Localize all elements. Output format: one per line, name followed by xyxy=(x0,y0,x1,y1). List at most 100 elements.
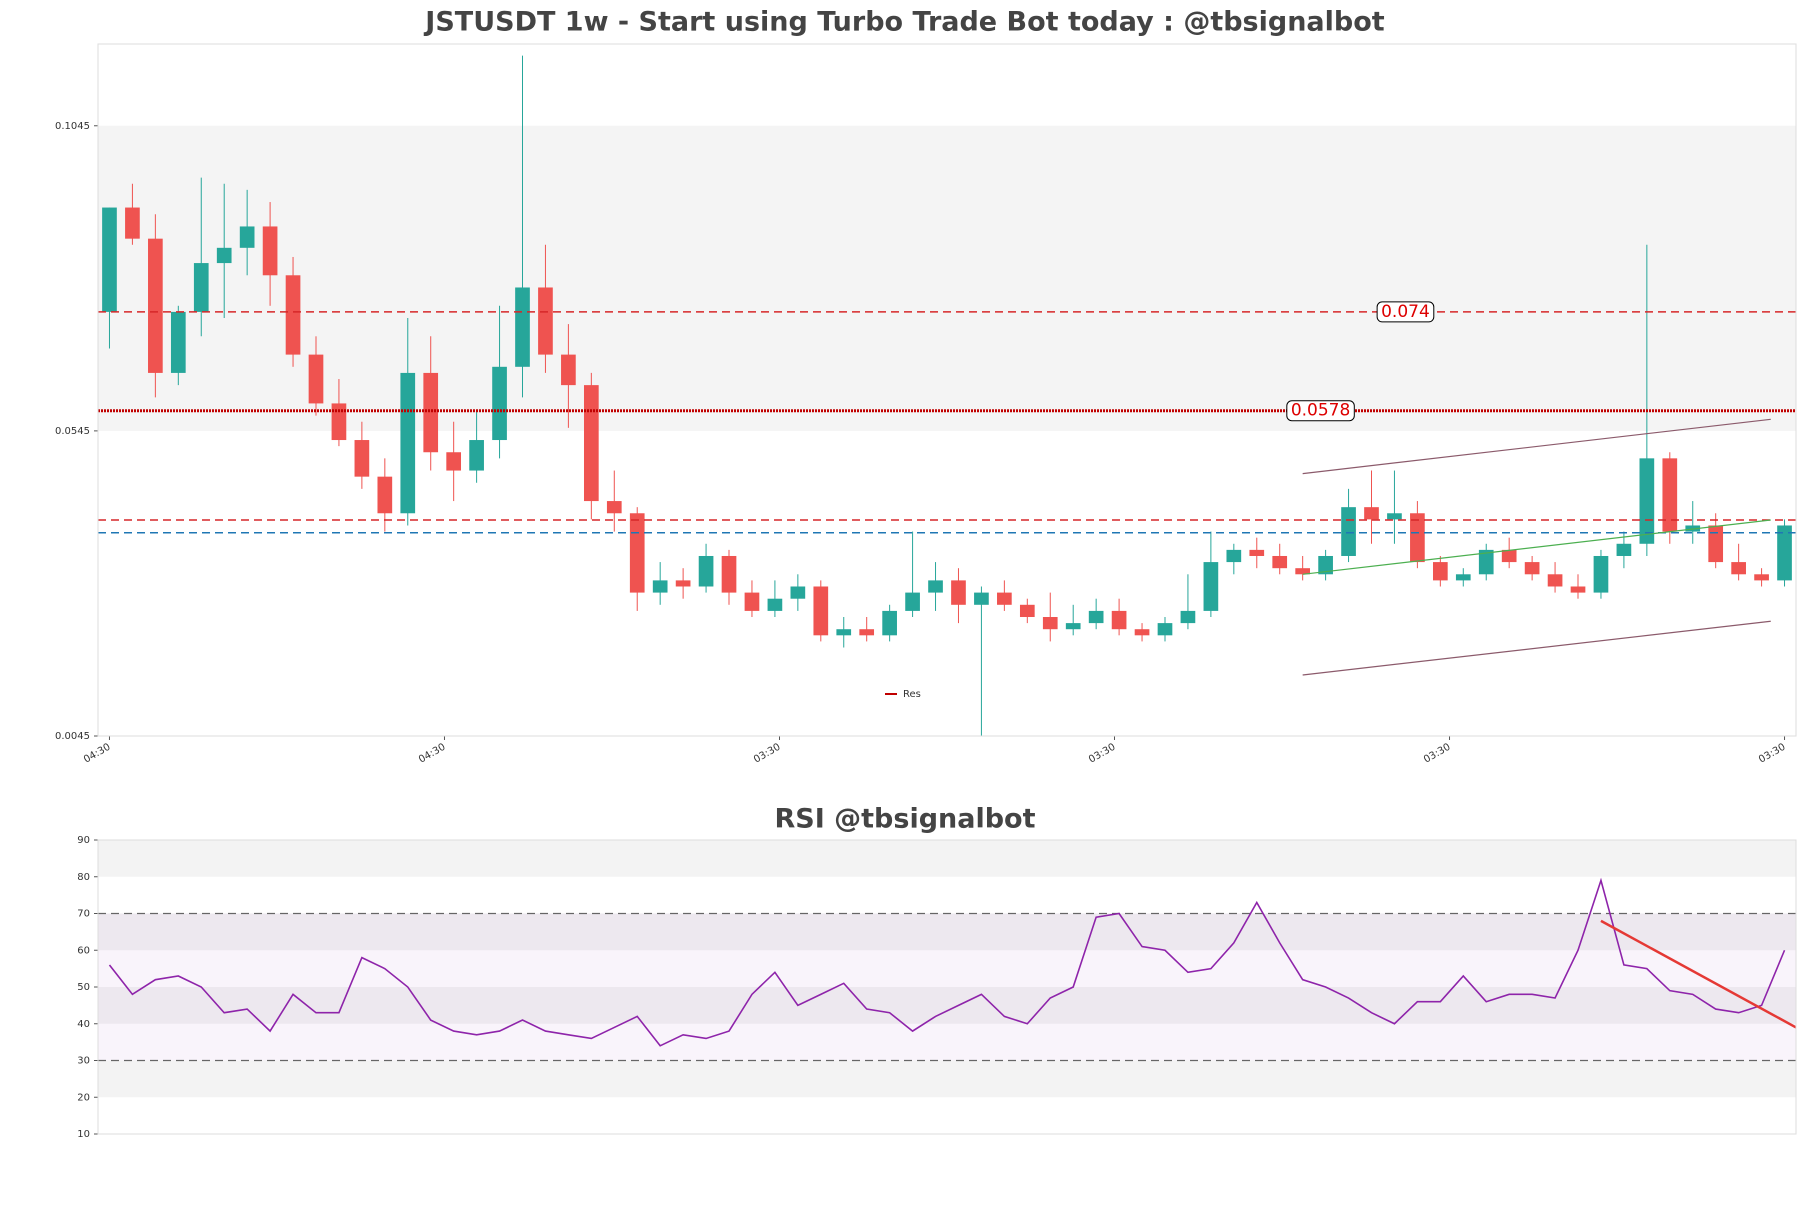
candle-body xyxy=(675,580,691,587)
candle-body xyxy=(1157,623,1173,636)
candle-body xyxy=(1708,525,1724,563)
y-tick-label: 90 xyxy=(77,835,90,846)
candle-body xyxy=(1478,549,1494,575)
x-tick-label: 03:30 xyxy=(1422,742,1452,766)
level-label: 0.0578 xyxy=(1286,400,1355,422)
candle-body xyxy=(1432,562,1448,581)
y-tick-label: 10 xyxy=(77,1129,90,1140)
candle-body xyxy=(1524,562,1540,575)
candle-body xyxy=(561,354,576,386)
candle-body xyxy=(1364,507,1379,520)
candle-body xyxy=(583,385,599,502)
candle-body xyxy=(974,592,989,605)
candle-body xyxy=(1616,543,1632,556)
candle-body xyxy=(354,440,370,477)
candle-body xyxy=(1754,574,1769,581)
candle-body xyxy=(882,610,897,636)
candle-body xyxy=(193,263,209,312)
candle-body xyxy=(492,366,507,441)
trend-line xyxy=(1302,418,1771,475)
candle-body xyxy=(790,586,806,599)
chart-title: JSTUSDT 1w - Start using Turbo Trade Bot… xyxy=(423,7,1384,38)
candle-body xyxy=(1019,604,1035,618)
candle-body xyxy=(1295,568,1311,575)
y-tick-label: 0.0545 xyxy=(55,426,90,437)
candle-body xyxy=(239,226,255,248)
level-label-box xyxy=(1376,301,1435,323)
legend-label: Res xyxy=(903,689,921,700)
candle-body xyxy=(997,592,1012,605)
y-tick-label: 0.1045 xyxy=(55,121,90,132)
candle-body xyxy=(469,440,484,471)
plot-border xyxy=(97,43,1797,737)
candle-body xyxy=(1042,617,1058,630)
candle-body xyxy=(1570,586,1586,593)
candle-body xyxy=(813,586,829,636)
candle-body xyxy=(1088,610,1104,624)
x-tick-label: 03:30 xyxy=(1087,742,1117,766)
candle-body xyxy=(1318,555,1333,575)
band xyxy=(98,1060,1796,1098)
rsi-zone xyxy=(98,913,1796,1061)
plot-border xyxy=(97,839,1797,1135)
y-tick-label: 60 xyxy=(77,945,90,956)
band xyxy=(98,840,1796,877)
candle-body xyxy=(652,580,668,593)
candle-body xyxy=(1249,549,1265,556)
candle-body xyxy=(859,629,875,636)
y-tick-label: 20 xyxy=(77,1092,90,1103)
band xyxy=(98,987,1796,1024)
candle-body xyxy=(1547,574,1563,587)
candle-body xyxy=(721,555,737,593)
candle-body xyxy=(744,592,760,611)
candle-body xyxy=(1180,610,1196,624)
candle-body xyxy=(308,354,324,404)
candle-body xyxy=(1593,555,1609,593)
y-tick-label: 70 xyxy=(77,909,90,920)
candle-body xyxy=(1731,562,1746,575)
x-tick-label: 03:30 xyxy=(1757,742,1787,766)
level-label-text: 0.074 xyxy=(1381,302,1430,322)
y-tick-label: 40 xyxy=(77,1019,90,1030)
x-tick-label: 03:30 xyxy=(752,742,782,766)
trend-line xyxy=(1302,519,1771,575)
candle-body xyxy=(767,598,783,611)
trend-line xyxy=(1600,919,1797,1029)
candle-body xyxy=(1410,513,1425,563)
candle-body xyxy=(1272,555,1288,569)
candle-body xyxy=(928,580,943,593)
candle-body xyxy=(1111,610,1127,630)
rsi-line xyxy=(108,877,1786,1047)
x-tick-label: 04:30 xyxy=(417,742,447,766)
candle-body xyxy=(331,403,347,441)
y-tick-label: 0.0045 xyxy=(55,731,90,742)
candle-body xyxy=(285,275,301,355)
y-tick-label: 50 xyxy=(77,982,90,993)
candle-body xyxy=(102,207,117,312)
candle-body xyxy=(1387,513,1402,520)
candle-body xyxy=(515,287,530,367)
candle-body xyxy=(423,372,439,453)
y-tick-label: 30 xyxy=(77,1056,90,1067)
candle-body xyxy=(377,476,393,514)
candle-body xyxy=(1134,629,1150,636)
candle-body xyxy=(446,452,462,471)
candle-body xyxy=(170,311,186,373)
rsi-title: RSI @tbsignalbot xyxy=(774,804,1035,835)
candle-body xyxy=(606,501,622,514)
candle-body xyxy=(1777,525,1792,581)
candle-body xyxy=(836,629,852,636)
band xyxy=(98,913,1796,951)
candle-body xyxy=(1226,549,1242,563)
trend-line xyxy=(1302,620,1771,676)
candle-body xyxy=(125,207,140,239)
zone xyxy=(98,125,1796,431)
candle-body xyxy=(1341,507,1356,556)
candle-body xyxy=(1501,549,1517,563)
candle-body xyxy=(629,513,645,593)
candle-body xyxy=(538,287,553,355)
candle-body xyxy=(951,580,966,605)
candle-body xyxy=(1639,458,1655,544)
candle-body xyxy=(1455,574,1471,581)
